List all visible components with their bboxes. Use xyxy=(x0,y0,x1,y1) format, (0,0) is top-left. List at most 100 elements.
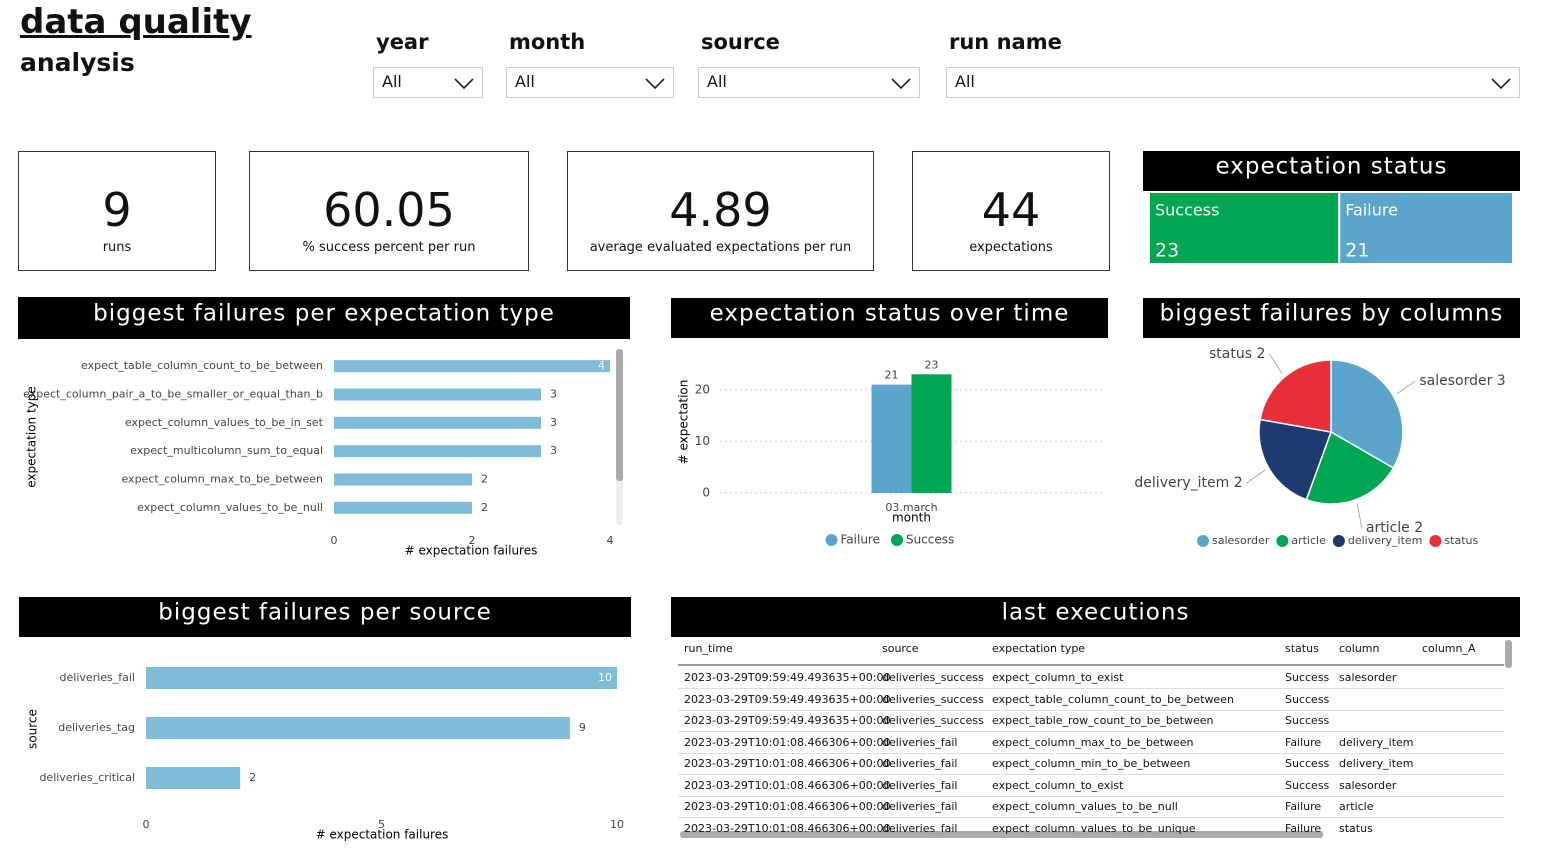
panel-title: biggest failures per source xyxy=(158,600,492,626)
dropdown-arrow xyxy=(454,78,474,90)
panel-header xyxy=(671,597,1520,637)
filter-label: run name xyxy=(949,30,1062,54)
x-tick-label: 0 xyxy=(143,818,150,831)
bar xyxy=(146,767,241,789)
table-cell: deliveries_fail xyxy=(882,800,958,813)
column-header: expectation type xyxy=(992,642,1086,655)
y-tick-label: deliveries_critical xyxy=(39,771,135,784)
pie-slice xyxy=(1330,359,1404,470)
kpi-value: 9 xyxy=(102,183,132,237)
table-cell: salesorder xyxy=(1339,778,1397,792)
dropdown-arrow xyxy=(645,78,665,90)
panel-title: expectation status over time xyxy=(710,301,1070,327)
panel-title: expectation status xyxy=(1216,154,1448,180)
y-axis-label: expectation type xyxy=(25,386,39,488)
kpi-label: average evaluated expectations per run xyxy=(589,240,852,255)
table-row: 2023-03-29T09:59:49.493635+00:00 deliveri… xyxy=(678,710,1504,732)
scrollbar-thumb xyxy=(680,831,1323,838)
page-title: data quality xyxy=(20,2,252,42)
legend-marker xyxy=(825,534,838,546)
kpi-card: 9 runs xyxy=(18,151,216,271)
table-cell: expect_column_values_to_be_unique xyxy=(992,821,1196,835)
column-header: source xyxy=(882,642,919,655)
y-tick-label: deliveries_fail xyxy=(60,671,135,684)
leader-line xyxy=(1356,503,1363,528)
tile-value: 23 xyxy=(1155,240,1179,262)
kpi-label: expectations xyxy=(969,240,1053,255)
table-row: 2023-03-29T10:01:08.466306+00:00 deliveri… xyxy=(678,775,1504,797)
filter-value: All xyxy=(955,72,975,91)
table-row: 2023-03-29T09:59:49.493635+00:00 deliveri… xyxy=(678,689,1504,711)
table: run_time source expectation type status colu… xyxy=(678,638,1504,834)
tile-label: Success xyxy=(1155,201,1219,220)
value-label: 4 xyxy=(598,359,605,372)
table-cell: 2023-03-29T10:01:08.466306+00:00 xyxy=(684,800,891,813)
table-header-row: run_time source expectation type status colu… xyxy=(678,638,1504,666)
legend-label: article xyxy=(1291,534,1326,547)
table-cell: Success xyxy=(1285,757,1330,770)
y-tick-label: expect_column_max_to_be_between xyxy=(121,473,323,486)
table-cell: 2023-03-29T10:01:08.466306+00:00 xyxy=(684,821,891,835)
scrollbar-thumb xyxy=(1505,640,1512,668)
table-cell: 2023-03-29T09:59:49.493635+00:00 xyxy=(684,714,891,727)
table-cell: Success xyxy=(1285,671,1330,684)
data-label-category: article xyxy=(1366,520,1410,536)
value-label: 2 xyxy=(481,501,488,514)
y-tick-label: deliveries_tag xyxy=(58,721,135,734)
table-cell: 2023-03-29T10:01:08.466306+00:00 xyxy=(684,778,891,792)
table-cell: Failure xyxy=(1285,821,1322,835)
table-cell: 2023-03-29T09:59:49.493635+00:00 xyxy=(684,671,891,684)
treemap-tile xyxy=(1148,191,1341,265)
filter-dropdown[interactable]: All xyxy=(373,67,483,98)
bar xyxy=(334,501,472,514)
bar xyxy=(871,384,912,493)
column-header: run_time xyxy=(684,642,733,655)
table-cell: expect_column_to_exist xyxy=(992,671,1124,684)
table-cell: 2023-03-29T10:01:08.466306+00:00 xyxy=(684,735,891,749)
legend-marker xyxy=(1332,535,1345,547)
data-label-category: salesorder xyxy=(1419,373,1492,389)
y-tick-label: expect_column_values_to_be_null xyxy=(137,501,323,514)
panel-header xyxy=(1143,298,1520,338)
data-label: delivery_item 2 xyxy=(1134,475,1242,491)
panel-title: biggest failures per expectation type xyxy=(93,301,555,327)
kpi-card: 44 expectations xyxy=(912,151,1110,271)
data-label-value: 2 xyxy=(1234,475,1243,491)
table-cell: deliveries_fail xyxy=(882,757,958,770)
kpi-value: 60.05 xyxy=(323,183,455,237)
table-cell: expect_column_to_exist xyxy=(992,778,1124,792)
table-cell: delivery_item xyxy=(1339,757,1414,770)
y-axis-label: # expectation xyxy=(677,380,691,465)
value-label: 10 xyxy=(598,671,612,684)
bar xyxy=(334,416,541,429)
bar xyxy=(334,445,541,458)
bar xyxy=(146,717,570,739)
y-axis-label: source xyxy=(26,709,40,749)
value-label: 9 xyxy=(579,721,586,734)
filter-dropdown[interactable]: All xyxy=(698,67,920,98)
y-tick-label: expect_column_pair_a_to_be_smaller_or_eq… xyxy=(23,388,323,401)
table-cell: deliveries_fail xyxy=(882,778,958,792)
table-row: 2023-03-29T09:59:49.493635+00:00 deliveri… xyxy=(678,667,1504,689)
table-cell: expect_column_values_to_be_null xyxy=(992,800,1178,813)
x-tick-label: 10 xyxy=(610,818,624,831)
legend-label: status xyxy=(1444,534,1478,547)
table-cell: Failure xyxy=(1285,735,1322,749)
y-tick-label: expect_column_values_to_be_in_set xyxy=(125,416,324,429)
table-cell: expect_column_min_to_be_between xyxy=(992,757,1191,770)
filter-dropdown[interactable]: All xyxy=(506,67,674,98)
value-label: 21 xyxy=(885,369,899,382)
table-row: 2023-03-29T10:01:08.466306+00:00 deliveri… xyxy=(678,796,1504,818)
table-cell: expect_column_max_to_be_between xyxy=(992,735,1194,749)
y-tick-label: expect_table_column_count_to_be_between xyxy=(81,359,323,372)
filter-dropdown[interactable]: All xyxy=(946,67,1520,98)
data-label-value: 2 xyxy=(1257,346,1266,362)
data-label: salesorder 3 xyxy=(1419,373,1505,389)
legend-label: Failure xyxy=(841,533,880,547)
table-cell: deliveries_fail xyxy=(882,821,958,835)
column-header: status xyxy=(1285,642,1319,655)
legend-marker xyxy=(1276,535,1289,547)
bar xyxy=(911,374,952,493)
value-label: 3 xyxy=(550,444,557,457)
value-label: 2 xyxy=(481,473,488,486)
